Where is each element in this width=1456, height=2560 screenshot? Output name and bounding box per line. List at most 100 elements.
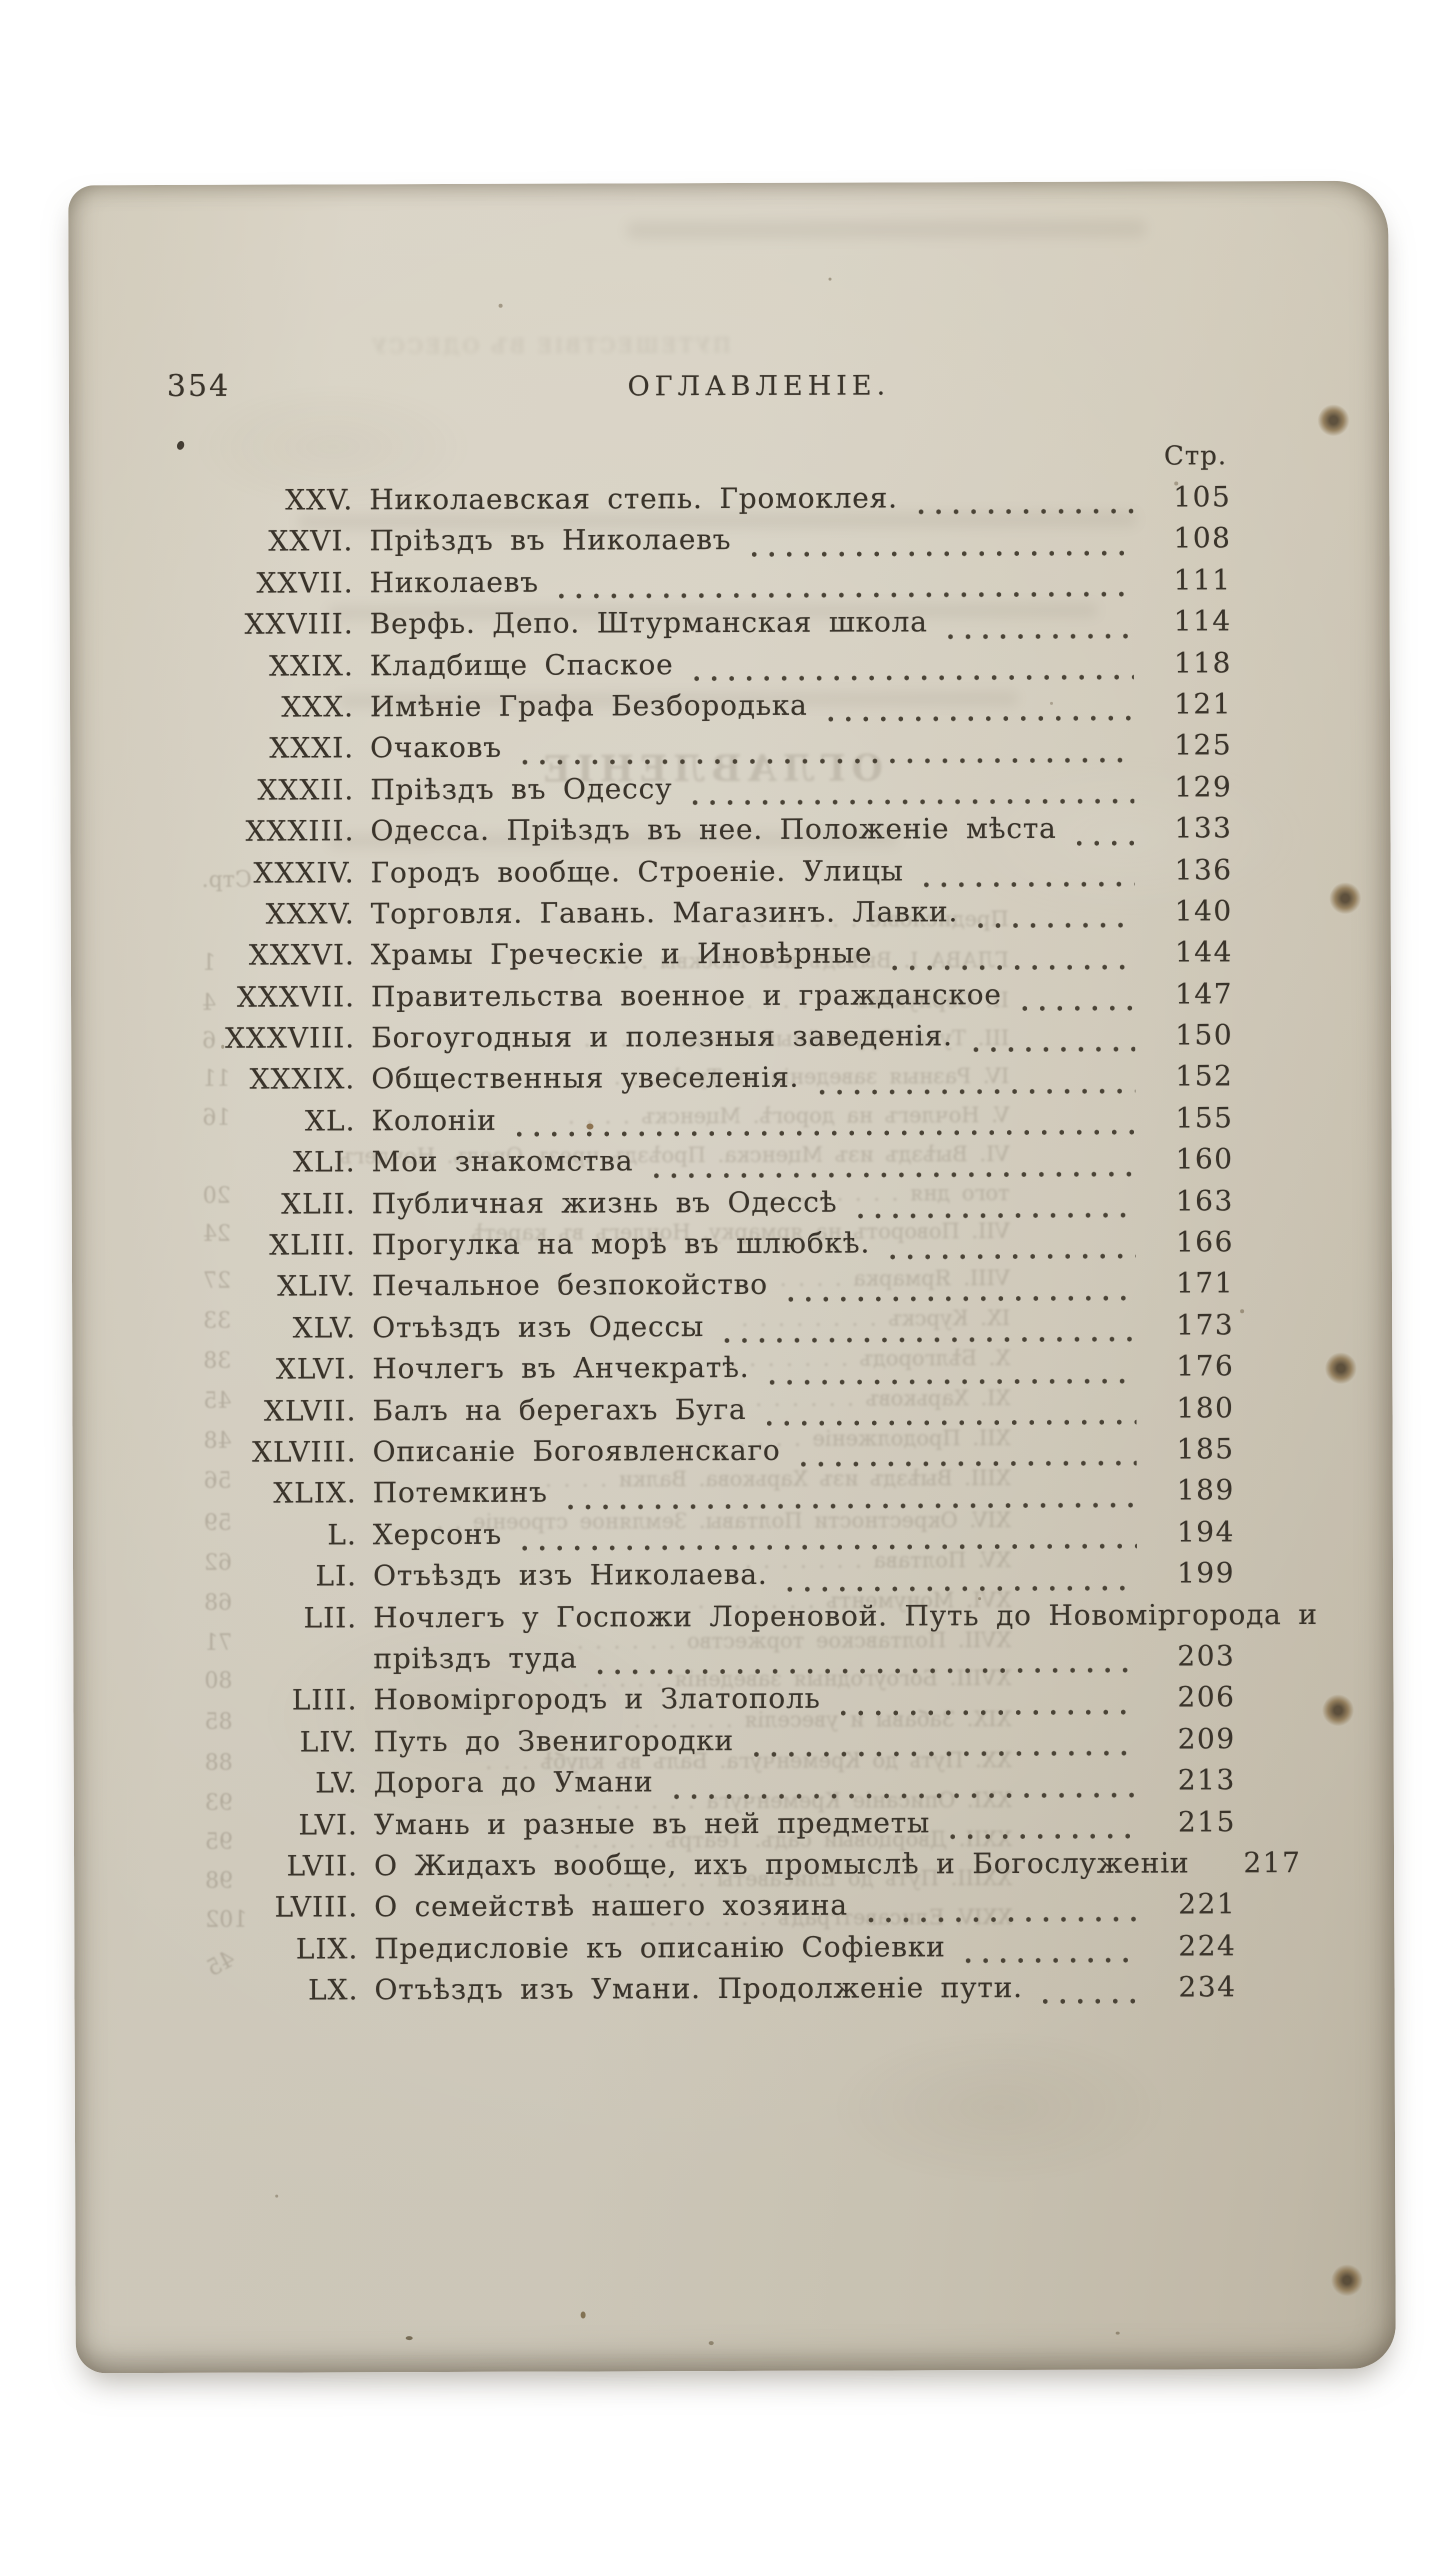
toc-entry-numeral: XXVI. bbox=[268, 524, 354, 559]
toc-entry-numeral: LV. bbox=[315, 1766, 358, 1800]
toc-entry: LIV. Путь до Звенигородки 209 bbox=[200, 1722, 1236, 1767]
toc-entry: XLVI. Ночлегъ въ Анчекратѣ. 176 bbox=[198, 1349, 1234, 1394]
toc-entry-page-number: 224 bbox=[1178, 1928, 1237, 1963]
dot-leader bbox=[687, 674, 1134, 682]
toc-entry-title: Кладбище Спаское bbox=[369, 647, 674, 682]
dot-leader bbox=[813, 1088, 1136, 1095]
page-heading: ОГЛАВЛЕНІЕ. bbox=[627, 370, 891, 403]
toc-entry-title: Умань и разные въ ней предметы bbox=[373, 1805, 931, 1841]
page-edge-tear-mark bbox=[1322, 2257, 1373, 2309]
toc-entry-page-number: 176 bbox=[1176, 1349, 1235, 1383]
paper-speck bbox=[828, 277, 832, 281]
toc-entry-page-number: 144 bbox=[1174, 935, 1233, 969]
toc-entry: XXX. Имѣніе Графа Безбородька 121 bbox=[196, 687, 1232, 732]
toc-entry-title: Имѣніе Графа Безбородька bbox=[369, 688, 808, 724]
dot-leader bbox=[745, 550, 1134, 557]
toc-entry-page-number: 160 bbox=[1175, 1142, 1234, 1176]
toc-entry-numeral: LIV. bbox=[299, 1725, 358, 1759]
toc-entry: XL. Колоніи 155 bbox=[197, 1101, 1234, 1146]
toc-entry: XLIV. Печальное безпокойство 171 bbox=[198, 1267, 1234, 1312]
toc-entry-title: Правительства военное и гражданское bbox=[370, 977, 1002, 1013]
toc-entry-numeral: XLVII. bbox=[263, 1393, 357, 1428]
toc-entry-page-number: 152 bbox=[1175, 1059, 1234, 1093]
toc-entry-numeral: XXXIII. bbox=[245, 814, 355, 848]
dot-leader bbox=[552, 591, 1134, 599]
toc-entry-title: Херсонъ bbox=[372, 1517, 503, 1552]
toc-entry-title: Балъ на берегахъ Буга bbox=[372, 1392, 747, 1427]
toc-entry: LVII. О Жидахъ вообще, ихъ промыслѣ и Бо… bbox=[200, 1846, 1301, 1891]
dot-leader bbox=[647, 1171, 1136, 1178]
toc-entry: LX. Отъѣздъ изъ Умани. Продолженіе пути.… bbox=[200, 1970, 1237, 2015]
dot-leader bbox=[510, 1129, 1136, 1138]
toc-entry-numeral: XLII. bbox=[281, 1186, 356, 1221]
ink-blot bbox=[175, 440, 186, 451]
dot-leader bbox=[760, 1419, 1137, 1426]
dot-leader bbox=[718, 1336, 1137, 1344]
toc-entry-numeral: LIII. bbox=[291, 1683, 358, 1717]
dot-leader bbox=[794, 1460, 1137, 1468]
toc-entry-numeral: XXXV. bbox=[265, 897, 355, 931]
dot-leader bbox=[515, 757, 1135, 765]
toc-entry-page-number: 140 bbox=[1174, 894, 1233, 928]
dot-leader bbox=[972, 922, 1135, 929]
toc-entry-title: Отъѣздъ изъ Одессы bbox=[372, 1309, 705, 1345]
toc-entry: XXVIII. Верфь. Депо. Штурманская школа 1… bbox=[196, 604, 1232, 649]
toc-entry-page-number: 147 bbox=[1175, 976, 1234, 1011]
toc-entry-numeral: XXXVII. bbox=[236, 980, 356, 1014]
paper-speck bbox=[1240, 1309, 1245, 1314]
toc-entry: XXXVII. Правительства военное и гражданс… bbox=[197, 977, 1233, 1022]
paper-speck bbox=[221, 1044, 225, 1049]
toc-entry: XXV. Николаевская степь. Громоклея. 105 bbox=[195, 480, 1231, 525]
toc-entry-page-number: 173 bbox=[1176, 1308, 1235, 1342]
toc-entry-page-number: 163 bbox=[1175, 1183, 1234, 1218]
toc-entry-page-number: 221 bbox=[1178, 1887, 1237, 1921]
dot-leader bbox=[821, 715, 1135, 723]
toc-entry: XXIX. Кладбище Спаское 118 bbox=[196, 646, 1232, 691]
toc-entry-numeral: L. bbox=[327, 1518, 357, 1552]
toc-entry-page-number: 114 bbox=[1173, 604, 1232, 638]
toc-entry-numeral: XLI. bbox=[293, 1145, 356, 1179]
toc-entry-title: Новоміргородъ и Златополь bbox=[373, 1682, 821, 1717]
toc-entry-numeral: XXVII. bbox=[256, 566, 354, 600]
toc-entry-page-number: 166 bbox=[1175, 1225, 1234, 1259]
toc-entry-title: Путь до Звенигородки bbox=[373, 1723, 735, 1758]
toc-entry: XXXIX. Общественныя увеселенія. 152 bbox=[197, 1059, 1234, 1105]
toc-entry: LVI. Умань и разные въ ней предметы 215 bbox=[200, 1805, 1236, 1850]
toc-entry-page-number: 185 bbox=[1176, 1432, 1235, 1466]
toc-entry: LII. Ночлегъ у Госпожи Лореновой. Путь д… bbox=[199, 1598, 1318, 1643]
toc-entry-title: Ночлегъ у Госпожи Лореновой. Путь до Нов… bbox=[373, 1597, 1318, 1634]
paper-speck bbox=[580, 2311, 586, 2319]
paper-speck bbox=[1174, 481, 1179, 486]
toc-entry: XXXII. Пріѣздъ въ Одессу 129 bbox=[196, 770, 1232, 815]
toc-entry-title: Прогулка на морѣ въ шлюбкѣ. bbox=[371, 1226, 871, 1262]
toc-entry-numeral: LVII. bbox=[286, 1849, 359, 1883]
toc-entry-page-number: 180 bbox=[1176, 1390, 1235, 1425]
dot-leader bbox=[851, 1212, 1136, 1219]
toc-entry-title: О Жидахъ вообще, ихъ промыслѣ и Богослуж… bbox=[373, 1846, 1190, 1883]
toc-entry-page-number: 129 bbox=[1174, 769, 1233, 804]
dot-leader bbox=[561, 1502, 1137, 1510]
paper-speck bbox=[978, 1597, 982, 1601]
toc-entry-numeral: LVIII. bbox=[274, 1890, 359, 1924]
toc-entry: XXXI. Очаковъ 125 bbox=[196, 729, 1232, 774]
toc-entry-title: Предисловіе къ описанію Софіевки bbox=[374, 1929, 946, 1965]
toc-entry-numeral: XXV. bbox=[285, 483, 354, 517]
page-edge-tear-mark bbox=[1320, 875, 1371, 927]
toc-entry-page-number: 105 bbox=[1173, 480, 1232, 514]
toc-entry: XLIX. Потемкинъ 189 bbox=[199, 1474, 1235, 1519]
toc-entry-title: Николаевская степь. Громоклея. bbox=[369, 481, 898, 517]
toc-entry: XXVI. Пріѣздъ въ Николаевъ 108 bbox=[195, 522, 1231, 567]
toc-entry: LIII. Новоміргородъ и Златополь 206 bbox=[199, 1681, 1236, 1726]
toc-entry: LI. Отъѣздъ изъ Николаева. 199 bbox=[199, 1556, 1235, 1601]
toc-entry-title: Пріѣздъ въ Одессу bbox=[370, 771, 673, 806]
toc-entry-page-number: 136 bbox=[1174, 852, 1233, 886]
toc-entry-page-number: 118 bbox=[1173, 645, 1232, 680]
toc-entry: XXXV. Торговля. Гавань. Магазинъ. Лавки.… bbox=[197, 894, 1233, 939]
toc-entry-title: Потемкинъ bbox=[372, 1476, 548, 1510]
toc-entry-page-number: 108 bbox=[1173, 521, 1232, 555]
toc-entry-numeral: XXXII. bbox=[257, 773, 355, 807]
scanned-book-page: ПУТЕШЕСТВІЕ ВЪ ОДЕССУ ОГЛАВЛЕНІЕ Предисл… bbox=[68, 180, 1396, 2374]
toc-entry-title: Общественныя увеселенія. bbox=[371, 1061, 800, 1096]
dot-leader bbox=[763, 1378, 1137, 1385]
dot-leader bbox=[861, 1916, 1139, 1923]
